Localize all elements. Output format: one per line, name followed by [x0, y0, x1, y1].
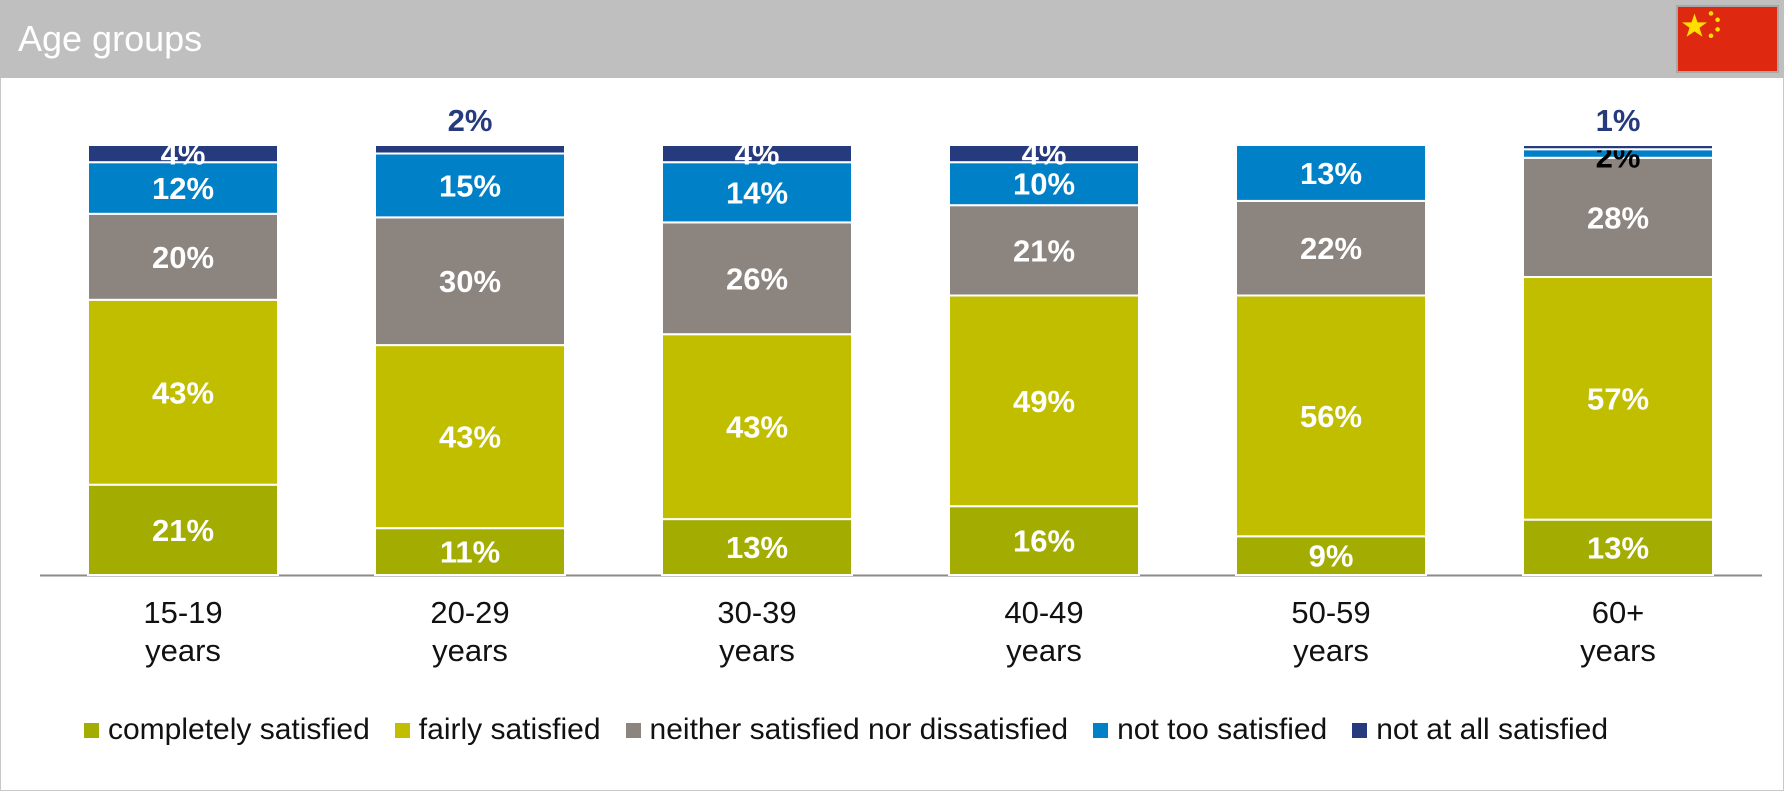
data-label-neither-satisfied-nor-dissatisfied-40-49: 21% [1013, 233, 1075, 268]
legend-swatch [84, 722, 99, 738]
category-label-50-59: 50-59 years [1231, 594, 1431, 670]
data-label-not-at-all-satisfied-20-29: 2% [448, 103, 493, 138]
header-bar: Age groups [0, 0, 1784, 78]
category-label-line: years [1293, 633, 1369, 668]
legend-item-not-at-all-satisfied: not at all satisfied [1352, 713, 1608, 747]
bar-not-too-satisfied-20-29 [374, 152, 566, 219]
bar-fairly-satisfied-20-29 [374, 344, 566, 530]
china-flag-icon [1676, 5, 1779, 73]
data-label-not-at-all-satisfied-30-39: 4% [735, 137, 780, 172]
data-label-not-at-all-satisfied-60-: 1% [1596, 103, 1641, 138]
bar-completely-satisfied-30-39 [661, 518, 853, 576]
category-label-line: 50-59 [1291, 595, 1371, 630]
data-label-neither-satisfied-nor-dissatisfied-30-39: 26% [726, 261, 788, 296]
data-label-not-at-all-satisfied-15-19: 4% [161, 137, 206, 172]
data-label-not-at-all-satisfied-40-49: 4% [1022, 137, 1067, 172]
bar-fairly-satisfied-50-59 [1235, 294, 1427, 538]
legend-item-not-too-satisfied: not too satisfied [1093, 713, 1327, 747]
bar-fairly-satisfied-60- [1522, 275, 1714, 521]
category-label-line: 30-39 [717, 595, 797, 630]
data-label-neither-satisfied-nor-dissatisfied-60-: 28% [1587, 200, 1649, 235]
data-label-fairly-satisfied-50-59: 56% [1300, 399, 1362, 434]
data-label-neither-satisfied-nor-dissatisfied-20-29: 30% [439, 264, 501, 299]
data-label-neither-satisfied-nor-dissatisfied-50-59: 22% [1300, 231, 1362, 266]
data-label-not-too-satisfied-50-59: 13% [1300, 156, 1362, 191]
bar-not-too-satisfied-40-49 [948, 161, 1140, 207]
category-label-line: years [719, 633, 795, 668]
data-label-not-too-satisfied-20-29: 15% [439, 168, 501, 203]
bar-not-at-all-satisfied-15-19 [87, 144, 279, 164]
legend-swatch [625, 722, 641, 738]
bar-completely-satisfied-60- [1522, 518, 1714, 576]
bar-neither-satisfied-nor-dissatisfied-15-19 [87, 212, 279, 301]
data-label-fairly-satisfied-60-: 57% [1587, 381, 1649, 416]
data-label-neither-satisfied-nor-dissatisfied-15-19: 20% [152, 240, 214, 275]
bar-not-at-all-satisfied-40-49 [948, 144, 1140, 164]
category-label-line: 15-19 [143, 595, 223, 630]
category-label-line: 20-29 [430, 595, 510, 630]
bar-not-at-all-satisfied-30-39 [661, 144, 853, 164]
chart-legend: completely satisfied fairly satisfied neit… [84, 713, 1633, 747]
bar-not-too-satisfied-15-19 [87, 161, 279, 215]
data-label-completely-satisfied-20-29: 11% [440, 535, 500, 570]
category-label-60-: 60+ years [1518, 594, 1718, 670]
category-label-line: years [1006, 633, 1082, 668]
bar-neither-satisfied-nor-dissatisfied-50-59 [1235, 199, 1427, 297]
legend-label: not at all satisfied [1376, 713, 1609, 746]
legend-label: neither satisfied nor dissatisfied [649, 713, 1069, 746]
legend-swatch [1093, 722, 1109, 738]
bar-neither-satisfied-nor-dissatisfied-60- [1522, 156, 1714, 278]
category-label-line: 40-49 [1004, 595, 1084, 630]
data-label-not-too-satisfied-30-39: 14% [726, 175, 788, 210]
category-label-line: years [432, 633, 508, 668]
category-label-20-29: 20-29 years [370, 594, 570, 670]
data-label-not-too-satisfied-15-19: 12% [152, 171, 214, 206]
data-label-fairly-satisfied-30-39: 43% [726, 410, 788, 445]
bar-neither-satisfied-nor-dissatisfied-20-29 [374, 216, 566, 347]
data-label-fairly-satisfied-20-29: 43% [439, 420, 501, 455]
legend-item-fairly-satisfied: fairly satisfied [394, 713, 601, 747]
category-label-15-19: 15-19 years [83, 594, 283, 670]
bar-neither-satisfied-nor-dissatisfied-40-49 [948, 204, 1140, 297]
legend-label: not too satisfied [1117, 713, 1328, 746]
legend-item-completely-satisfied: completely satisfied [84, 713, 370, 747]
bar-completely-satisfied-20-29 [374, 527, 566, 577]
data-label-completely-satisfied-15-19: 21% [152, 513, 214, 548]
category-label-line: 60+ [1591, 595, 1645, 630]
data-label-completely-satisfied-30-39: 13% [726, 530, 788, 565]
bar-not-at-all-satisfied-20-29 [374, 144, 566, 155]
category-label-40-49: 40-49 years [944, 594, 1144, 670]
category-label-line: years [1580, 633, 1656, 668]
bar-not-at-all-satisfied-60- [1522, 144, 1714, 151]
data-label-completely-satisfied-60-: 13% [1587, 530, 1649, 565]
legend-label: fairly satisfied [418, 713, 601, 746]
legend-label: completely satisfied [108, 713, 370, 746]
data-label-not-too-satisfied-40-49: 10% [1013, 167, 1075, 202]
legend-item-neither-satisfied-nor-dissatisfied: neither satisfied nor dissatisfied [625, 713, 1069, 747]
bar-fairly-satisfied-40-49 [948, 294, 1140, 508]
data-label-completely-satisfied-40-49: 16% [1013, 524, 1075, 559]
page-title: Age groups [18, 18, 203, 59]
data-label-fairly-satisfied-40-49: 49% [1013, 384, 1075, 419]
legend-swatch [394, 722, 410, 738]
category-label-line: years [145, 633, 221, 668]
legend-swatch [1352, 722, 1368, 738]
data-label-completely-satisfied-50-59: 9% [1309, 539, 1354, 574]
bar-not-too-satisfied-50-59 [1235, 144, 1427, 202]
category-label-30-39: 30-39 years [657, 594, 857, 670]
data-label-fairly-satisfied-15-19: 43% [152, 375, 214, 410]
